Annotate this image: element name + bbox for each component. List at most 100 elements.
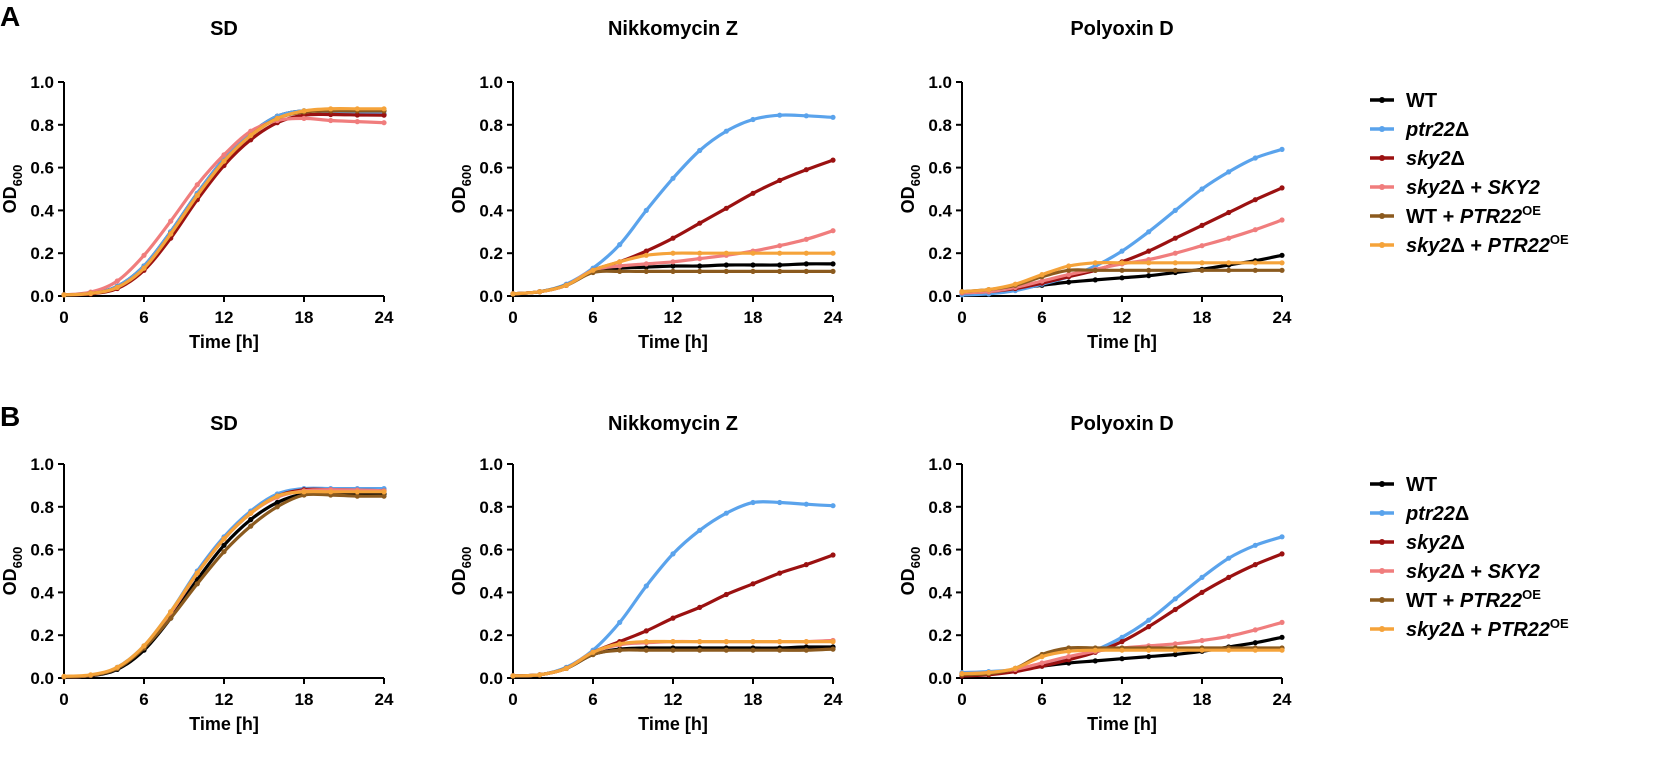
data-point xyxy=(1119,260,1125,266)
series-line-wt xyxy=(62,491,386,679)
data-point xyxy=(670,615,676,621)
data-point xyxy=(354,489,360,495)
y-tick-label: 0.2 xyxy=(479,244,503,263)
data-point xyxy=(248,517,254,523)
x-tick-label: 0 xyxy=(957,690,966,709)
data-point xyxy=(1279,252,1285,258)
series-line-wt-ptr22oe xyxy=(62,109,386,297)
data-point xyxy=(1172,651,1178,658)
data-point xyxy=(1146,647,1152,653)
legend-marker xyxy=(1379,242,1385,248)
data-point xyxy=(1039,654,1045,660)
data-point xyxy=(1252,562,1258,568)
data-point xyxy=(723,591,729,598)
data-point xyxy=(803,647,809,653)
data-point xyxy=(563,282,569,288)
legend-superscript: OE xyxy=(1550,232,1569,247)
legend-italic2: PTR22 xyxy=(1488,619,1550,641)
data-point xyxy=(1119,656,1125,662)
data-point xyxy=(777,647,783,653)
data-point xyxy=(830,114,836,120)
data-point xyxy=(750,116,756,123)
y-tick-label: 0.4 xyxy=(30,201,54,220)
data-point xyxy=(670,639,676,645)
data-point xyxy=(1146,267,1152,273)
legend-label: sky2Δ + PTR22OE xyxy=(1406,616,1569,641)
data-point xyxy=(354,106,360,112)
data-point xyxy=(381,489,387,495)
data-point xyxy=(248,132,254,139)
data-point xyxy=(803,501,809,507)
data-point xyxy=(959,289,965,295)
legend-italic: sky2 xyxy=(1406,235,1451,257)
data-point xyxy=(670,263,676,269)
data-point xyxy=(697,256,703,262)
y-tick-label: 0.6 xyxy=(479,541,503,560)
data-point xyxy=(723,647,729,653)
data-point xyxy=(1092,277,1098,283)
data-point xyxy=(1066,654,1072,660)
data-point xyxy=(723,262,729,268)
data-point xyxy=(803,167,809,173)
data-point xyxy=(1039,660,1045,666)
x-tick-label: 6 xyxy=(139,690,148,709)
y-axis-title-subscript: 600 xyxy=(459,547,474,569)
x-tick-label: 0 xyxy=(59,308,68,327)
x-tick-label: 18 xyxy=(744,308,763,327)
data-point xyxy=(221,152,227,158)
data-point xyxy=(381,112,387,118)
y-tick-label: 1.0 xyxy=(479,455,503,474)
data-point xyxy=(194,192,200,198)
data-point xyxy=(1172,596,1178,602)
data-point xyxy=(697,220,703,226)
data-point xyxy=(114,664,120,670)
legend-italic: sky2 xyxy=(1406,177,1451,199)
data-point xyxy=(643,268,649,274)
data-point xyxy=(643,647,649,653)
data-point xyxy=(274,499,280,506)
data-point xyxy=(1066,263,1072,269)
series-line-sky2 xyxy=(511,553,835,678)
y-tick-label: 0.8 xyxy=(928,498,952,517)
data-point xyxy=(617,242,623,248)
chart-b-sd: SD 0.0 0.2 0.4 0.6 0.8 1.0 0 6 12 18 24 Time [h] OD60… xyxy=(0,413,394,734)
y-axis-title-main: OD xyxy=(898,568,918,595)
x-tick-label: 12 xyxy=(1113,690,1132,709)
data-point xyxy=(328,106,334,112)
data-point xyxy=(1226,169,1232,175)
data-point xyxy=(670,259,676,265)
legend-marker xyxy=(1379,155,1385,161)
data-point xyxy=(670,647,676,653)
data-point xyxy=(1279,634,1285,640)
legend-label: WT xyxy=(1406,474,1437,496)
chart-title: SD xyxy=(210,18,238,40)
data-point xyxy=(1226,260,1232,266)
data-point xyxy=(750,262,756,268)
data-point xyxy=(697,250,703,256)
data-point xyxy=(301,108,307,114)
x-tick-label: 12 xyxy=(215,308,234,327)
y-tick-label: 0.4 xyxy=(479,583,503,602)
legend-marker xyxy=(1379,184,1385,190)
legend-item: WT xyxy=(1370,474,1437,496)
y-tick-label: 0.0 xyxy=(928,287,952,306)
x-tick-label: 6 xyxy=(1037,308,1046,327)
data-point xyxy=(986,287,992,293)
legend-label: ptr22Δ xyxy=(1405,503,1469,525)
data-point xyxy=(1226,633,1232,639)
data-point xyxy=(1066,267,1072,273)
legend-item: ptr22Δ xyxy=(1370,503,1469,525)
data-point xyxy=(750,250,756,256)
y-tick-label: 0.0 xyxy=(479,669,503,688)
chart-a-sd: SD 0.0 0.2 0.4 0.6 0.8 1.0 0 6 12 18 24 Time [h] OD60… xyxy=(0,18,394,352)
data-point xyxy=(1279,619,1285,626)
data-point xyxy=(114,284,120,290)
data-point xyxy=(777,243,783,249)
legend-suffix: Δ xyxy=(1451,148,1465,170)
legend-item: sky2Δ + PTR22OE xyxy=(1370,232,1569,257)
data-point xyxy=(803,639,809,645)
legend-italic2: SKY2 xyxy=(1488,561,1540,583)
data-point xyxy=(1279,260,1285,266)
data-point xyxy=(723,639,729,645)
